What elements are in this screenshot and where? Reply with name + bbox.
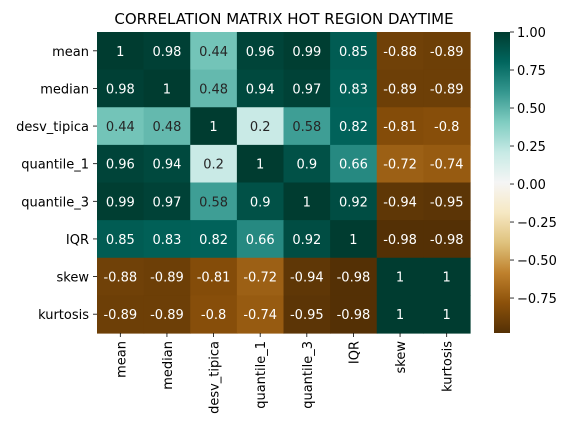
cell-value-label: 0.96 (106, 158, 135, 173)
x-tick-label: kurtosis (441, 341, 456, 392)
cell-value-label: 0.92 (339, 195, 368, 210)
cell-value-label: 0.82 (199, 233, 228, 248)
cell-value-label: -0.98 (430, 233, 464, 248)
cell-value-label: 0.94 (152, 158, 181, 173)
cell-value-label: 0.9 (296, 158, 317, 173)
cell-value-label: -0.89 (430, 82, 464, 97)
x-tick-labels: mean median desv_tipica quantile_1 quantile_… (114, 333, 455, 414)
cell-value-label: 0.98 (152, 45, 181, 60)
colorbar-tick-label: 0.25 (517, 140, 546, 155)
x-tick-label: median (161, 341, 176, 390)
cell-value-label: 0.99 (106, 195, 135, 210)
cell-value-label: 0.2 (203, 158, 224, 173)
cell-value-label: 0.66 (339, 158, 368, 173)
heatmap-cells: 1 0.98 0.44 0.96 0.99 0.85 -0.88 -0.89 0.98 1 0.48… (97, 32, 471, 334)
cell-value-label: 0.92 (292, 233, 321, 248)
y-tick-label: skew (57, 271, 90, 286)
cell-value-label: -0.81 (197, 271, 231, 286)
cell-value-label: 0.44 (199, 45, 228, 60)
cell-value-label: 1 (209, 120, 217, 135)
cell-value-label: -0.89 (103, 308, 137, 323)
cell-value-label: -0.88 (383, 45, 417, 60)
colorbar-tick-label: −0.50 (517, 254, 557, 269)
cell-value-label: 0.83 (152, 233, 181, 248)
cell-value-label: 0.97 (292, 82, 321, 97)
x-tick-label: mean (114, 341, 129, 378)
cell-value-label: -0.89 (430, 45, 464, 60)
cell-value-label: 0.98 (106, 82, 135, 97)
y-tick-label: kurtosis (38, 308, 89, 323)
cell-value-label: 1 (303, 195, 311, 210)
cell-value-label: 1 (443, 271, 451, 286)
cell-value-label: -0.98 (337, 308, 371, 323)
cell-value-label: 1 (443, 308, 451, 323)
cell-value-label: 0.2 (250, 120, 271, 135)
cell-value-label: -0.89 (150, 308, 184, 323)
y-tick-label: quantile_3 (21, 195, 89, 210)
y-tick-label: IQR (66, 233, 89, 248)
cell-value-label: 0.82 (339, 120, 368, 135)
colorbar-gradient (494, 32, 510, 333)
cell-value-label: -0.94 (290, 271, 324, 286)
y-tick-labels: mean median desv_tipica quantile_1 quantile_… (16, 45, 97, 323)
cell-value-label: -0.8 (434, 120, 459, 135)
cell-value-label: -0.88 (103, 271, 137, 286)
colorbar-tick-label: 0.00 (517, 178, 546, 193)
cell-value-label: -0.8 (201, 308, 226, 323)
cell-value-label: -0.81 (383, 120, 417, 135)
cell-value-label: 1 (396, 308, 404, 323)
x-tick-label: skew (394, 341, 409, 374)
cell-value-label: -0.95 (290, 308, 324, 323)
cell-value-label: -0.72 (383, 158, 417, 173)
chart-title: CORRELATION MATRIX HOT REGION DAYTIME (114, 10, 453, 28)
y-tick-label: mean (52, 45, 89, 60)
colorbar-tick-label: 1.00 (517, 26, 546, 41)
cell-value-label: 0.44 (106, 120, 135, 135)
cell-value-label: 0.96 (246, 45, 275, 60)
cell-value-label: -0.74 (243, 308, 277, 323)
cell-value-label: -0.95 (430, 195, 464, 210)
cell-value-label: 1 (163, 82, 171, 97)
cell-value-label: 0.83 (339, 82, 368, 97)
x-tick-label: IQR (347, 341, 362, 364)
colorbar-tick-label: 0.50 (517, 102, 546, 117)
cell-value-label: 0.48 (152, 120, 181, 135)
cell-value-label: 0.48 (199, 82, 228, 97)
cell-value-label: -0.89 (383, 82, 417, 97)
cell-value-label: -0.98 (383, 233, 417, 248)
y-tick-label: desv_tipica (16, 120, 89, 135)
cell-value-label: 0.66 (246, 233, 275, 248)
cell-value-label: 1 (349, 233, 357, 248)
cell-value-label: 1 (396, 271, 404, 286)
cell-value-label: 0.85 (106, 233, 135, 248)
cell-value-label: 0.85 (339, 45, 368, 60)
cell-value-label: -0.74 (430, 158, 464, 173)
colorbar-tick-label: −0.25 (517, 216, 557, 231)
cell-value-label: 0.94 (246, 82, 275, 97)
cell-value-label: 0.58 (199, 195, 228, 210)
colorbar-tick-label: −0.75 (517, 292, 557, 307)
cell-value-label: -0.89 (150, 271, 184, 286)
cell-value-label: 0.97 (152, 195, 181, 210)
cell-value-label: 1 (116, 45, 124, 60)
cell-value-label: 0.58 (292, 120, 321, 135)
cell-value-label: -0.72 (243, 271, 277, 286)
x-tick-label: quantile_3 (301, 341, 316, 409)
x-tick-label: desv_tipica (208, 341, 223, 414)
cell-value-label: 0.9 (250, 195, 271, 210)
colorbar: 1.00 0.75 0.50 0.25 0.00 −0.25 −0.50 −0.75 (494, 26, 557, 333)
y-tick-label: quantile_1 (21, 158, 89, 173)
cell-value-label: -0.98 (337, 271, 371, 286)
colorbar-tick-label: 0.75 (517, 64, 546, 79)
x-tick-label: quantile_1 (254, 341, 269, 409)
cell-value-label: 1 (256, 158, 264, 173)
cell-value-label: 0.99 (292, 45, 321, 60)
y-tick-label: median (40, 82, 89, 97)
cell-value-label: -0.94 (383, 195, 417, 210)
